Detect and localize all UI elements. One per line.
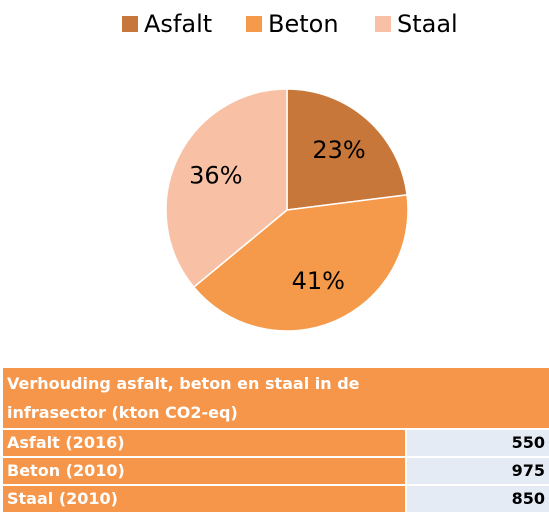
data-label: 36% <box>189 162 242 190</box>
data-label: 41% <box>292 267 345 295</box>
legend-label: Asfalt <box>144 10 212 38</box>
table-row: Asfalt (2016) 550 <box>3 430 549 456</box>
row-label: Asfalt (2016) <box>3 430 405 456</box>
row-value: 975 <box>407 458 549 484</box>
row-value: 550 <box>407 430 549 456</box>
pie-slice <box>165 88 288 289</box>
legend-label: Staal <box>397 10 458 38</box>
table-header: Verhouding asfalt, beton en staal in de … <box>3 368 549 428</box>
table-title: Verhouding asfalt, beton en staal in de … <box>3 368 411 428</box>
row-label: Staal (2010) <box>3 486 405 512</box>
table: Verhouding asfalt, beton en staal in de … <box>3 368 549 514</box>
legend-swatch <box>375 16 391 32</box>
row-label: Beton (2010) <box>3 458 405 484</box>
row-value: 850 <box>407 486 549 512</box>
pie-slice <box>192 193 409 332</box>
legend-swatch <box>246 16 262 32</box>
chart: Asfalt Beton Staal 23% 41% 36% <box>122 10 458 332</box>
data-label: 23% <box>312 136 365 164</box>
legend-swatch <box>122 16 138 32</box>
table-row: Staal (2010) 850 <box>3 486 549 512</box>
legend-label: Beton <box>268 10 339 38</box>
pie-slice <box>286 88 408 211</box>
table-row: Beton (2010) 975 <box>3 458 549 484</box>
